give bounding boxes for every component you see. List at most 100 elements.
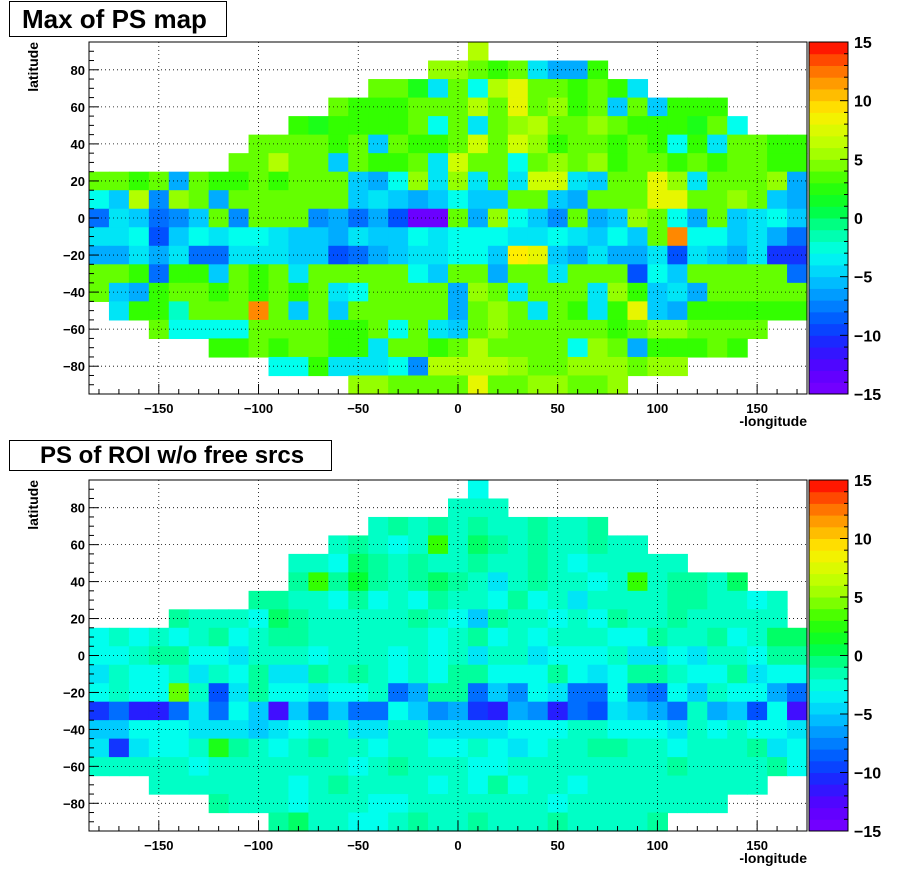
- heatmap-cell: [188, 646, 210, 666]
- heatmap-cell: [188, 775, 210, 795]
- heatmap-cell: [507, 79, 529, 99]
- heatmap-cell: [208, 664, 230, 684]
- heatmap-cell: [208, 627, 230, 647]
- colorbar-band: [809, 194, 848, 207]
- heatmap-cell: [168, 319, 190, 340]
- colorbar-band: [809, 370, 848, 383]
- heatmap-cell: [527, 646, 549, 666]
- heatmap-cell: [527, 701, 549, 721]
- heatmap-cell: [647, 227, 668, 247]
- heatmap-cell: [388, 812, 409, 832]
- x-axis-label: -longitude: [739, 850, 807, 866]
- heatmap-cell: [368, 775, 389, 795]
- heatmap-cell: [527, 794, 549, 814]
- heatmap-cell: [467, 757, 489, 777]
- heatmap-cell: [627, 301, 649, 321]
- heatmap-cell: [667, 553, 688, 573]
- heatmap-cell: [89, 738, 110, 758]
- heatmap-cell: [527, 757, 549, 777]
- heatmap-cell: [467, 208, 489, 228]
- heatmap-cell: [248, 757, 270, 777]
- heatmap-cell: [208, 775, 230, 795]
- heatmap-cell: [408, 153, 429, 173]
- heatmap-cell: [288, 190, 309, 210]
- colorbar-band: [809, 218, 848, 231]
- heatmap-cell: [368, 356, 389, 377]
- heatmap-cell: [268, 319, 290, 340]
- heatmap-cell: [687, 738, 708, 758]
- heatmap-cell: [328, 757, 349, 777]
- heatmap-cell: [368, 553, 389, 573]
- heatmap-cell: [308, 338, 329, 358]
- heatmap-cell: [467, 701, 489, 721]
- heatmap-cell: [308, 190, 329, 210]
- heatmap-cell: [188, 208, 210, 228]
- heatmap-cell: [487, 264, 509, 284]
- heatmap-cell: [627, 79, 649, 99]
- heatmap-cell: [388, 153, 409, 173]
- heatmap-cell: [687, 664, 708, 684]
- heatmap-cell: [268, 264, 290, 284]
- heatmap-cell: [507, 720, 529, 740]
- colorbar-band: [809, 620, 848, 633]
- heatmap-cell: [368, 97, 389, 117]
- colorbar-band: [809, 608, 848, 621]
- heatmap-cell: [587, 590, 609, 610]
- heatmap-cell: [388, 516, 409, 537]
- colorbar-band: [809, 538, 848, 551]
- heatmap-cell: [428, 646, 449, 666]
- heatmap-cell: [348, 116, 369, 136]
- heatmap-cell: [188, 701, 210, 721]
- heatmap-cell: [607, 338, 629, 358]
- heatmap-cell: [388, 553, 409, 573]
- colorbar-tick-label: 15: [854, 473, 872, 490]
- heatmap-cell: [467, 171, 489, 191]
- heatmap-cell: [208, 301, 230, 321]
- heatmap-cell: [368, 338, 389, 358]
- heatmap-cell: [607, 227, 629, 247]
- heatmap-cell: [288, 319, 309, 340]
- colorbar-band: [809, 347, 848, 360]
- heatmap-cell: [667, 264, 688, 284]
- heatmap-cell: [328, 627, 349, 647]
- heatmap-cell: [467, 627, 489, 647]
- heatmap-cell: [368, 282, 389, 302]
- heatmap-cell: [567, 153, 589, 173]
- heatmap-cell: [89, 264, 110, 284]
- heatmap-cell: [248, 190, 270, 210]
- colorbar-band: [809, 749, 848, 762]
- heatmap-cell: [328, 609, 349, 629]
- heatmap-cell: [228, 171, 250, 191]
- heatmap-cell: [268, 171, 290, 191]
- heatmap-cell: [507, 301, 529, 321]
- heatmap-cell: [268, 757, 290, 777]
- heatmap-cell: [567, 79, 589, 99]
- x-tick-label: 100: [647, 838, 669, 853]
- heatmap-cell: [288, 153, 309, 173]
- heatmap-cell: [607, 301, 629, 321]
- heatmap-cell: [228, 757, 250, 777]
- heatmap-cell: [348, 609, 369, 629]
- heatmap-cell: [448, 97, 469, 117]
- heatmap-cell: [467, 116, 489, 136]
- colorbar-band: [809, 42, 848, 55]
- heatmap-cell: [208, 282, 230, 302]
- heatmap-cell: [188, 190, 210, 210]
- heatmap-cell: [667, 627, 688, 647]
- heatmap-cell: [208, 208, 230, 228]
- heatmap-cell: [428, 171, 449, 191]
- heatmap-cell: [527, 245, 549, 265]
- heatmap-cell: [567, 627, 589, 647]
- heatmap-cell: [428, 535, 449, 555]
- heatmap-cell: [248, 264, 270, 284]
- heatmap-cell: [467, 153, 489, 173]
- heatmap-cell: [408, 794, 429, 814]
- heatmap-cell: [308, 664, 329, 684]
- heatmap-cell: [128, 701, 150, 721]
- heatmap-cell: [687, 301, 708, 321]
- y-tick-label: −60: [63, 759, 85, 774]
- heatmap-cell: [328, 356, 349, 377]
- heatmap-cell: [527, 553, 549, 573]
- heatmap-cell: [487, 701, 509, 721]
- heatmap-cell: [188, 627, 210, 647]
